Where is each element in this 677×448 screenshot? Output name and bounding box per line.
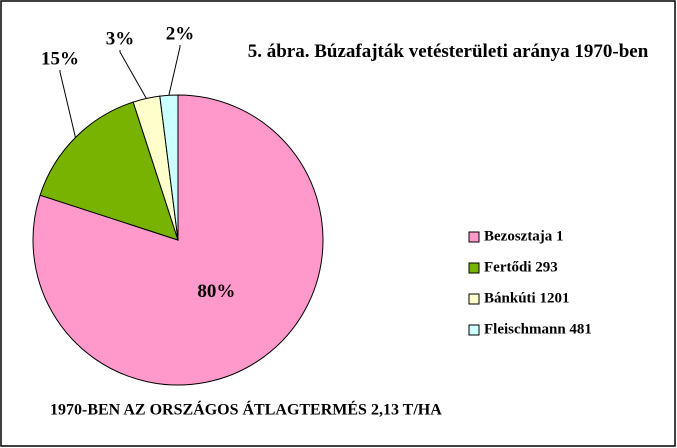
legend-swatch xyxy=(468,293,480,305)
leader-line xyxy=(168,45,181,96)
legend-label: Fertődi 293 xyxy=(484,259,558,275)
legend-swatch xyxy=(468,324,480,336)
legend-label: Bánkúti 1201 xyxy=(484,290,569,306)
legend-label: Fleischmann 481 xyxy=(484,321,592,337)
legend-label: Bezosztaja 1 xyxy=(484,228,564,244)
pie-slice xyxy=(39,101,179,241)
data-label: 80% xyxy=(197,281,235,302)
legend-swatch xyxy=(468,262,480,274)
leader-line xyxy=(59,70,76,138)
legend-swatch xyxy=(468,231,480,243)
data-label: 3% xyxy=(106,28,135,49)
data-label: 2% xyxy=(166,23,195,44)
leader-line xyxy=(119,50,147,99)
chart-title: 5. ábra. Búzafajták vetésterületi aránya… xyxy=(247,41,649,62)
data-label: 15% xyxy=(41,48,79,69)
annotation: 1970-BEN AZ ORSZÁGOS ÁTLAGTERMÉS 2,13 T/… xyxy=(50,400,442,419)
